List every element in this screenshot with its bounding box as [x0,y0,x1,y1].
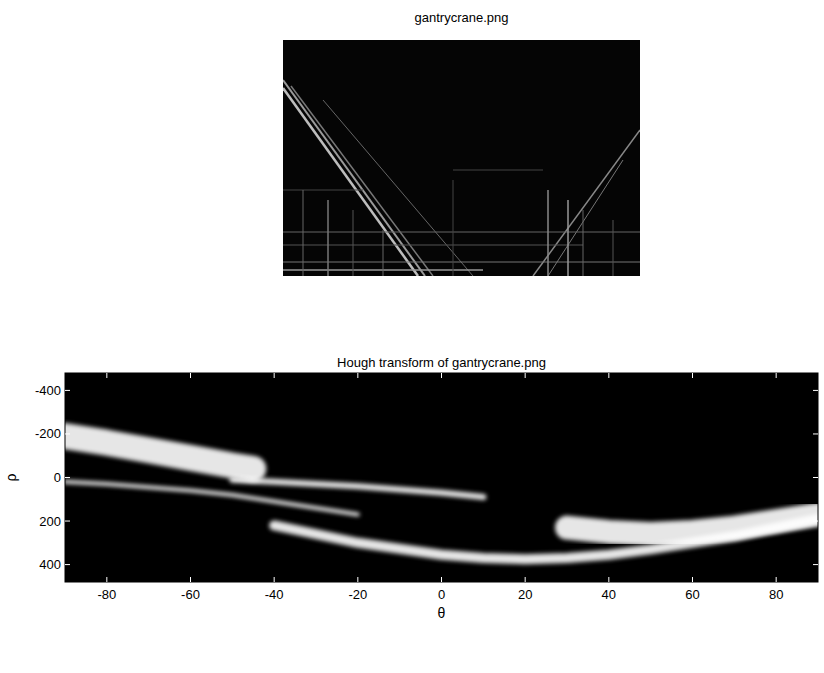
image-edge [453,180,454,276]
image-edge [567,200,569,276]
y-tick [65,521,70,522]
image-edge [453,170,543,171]
x-tick [692,373,693,378]
y-tick [813,390,818,391]
x-tick [274,373,275,378]
image-ground [283,40,640,276]
hough-band [232,480,483,497]
y-tick [65,390,70,391]
plot-title: Hough transform of gantrycrane.png [337,355,546,370]
y-tick [813,477,818,478]
y-axis-title: ρ [3,473,19,481]
x-tick [692,577,693,582]
x-tick [274,577,275,582]
x-tick-label: -60 [181,587,200,602]
y-tick [813,564,818,565]
image-edge [283,190,363,191]
x-tick [525,577,526,582]
x-tick-label: 60 [685,587,699,602]
x-tick [441,373,442,378]
x-tick [357,577,358,582]
x-axis-title: θ [438,605,446,621]
x-tick-label: 0 [438,587,445,602]
x-tick [608,577,609,582]
x-tick-label: -40 [265,587,284,602]
y-tick-label: 200 [39,514,61,529]
image-edge [323,100,473,276]
image-edge [548,160,623,276]
x-tick [608,373,609,378]
image-edge [303,190,304,276]
x-tick [357,373,358,378]
image-title: gantrycrane.png [415,10,509,25]
x-tick [106,373,107,378]
x-tick-label: 20 [518,587,532,602]
x-tick [776,373,777,378]
x-tick-label: 40 [602,587,616,602]
x-tick [190,577,191,582]
image-edge [291,86,433,276]
image-edge [283,80,425,276]
image-edge [327,200,329,276]
x-tick-label: -80 [97,587,116,602]
plot-frame [65,373,818,582]
hough-band [65,436,253,469]
image-edge [533,130,640,276]
image-edge [353,210,354,276]
x-tick [525,373,526,378]
figure: gantrycrane.png-80-60-40-20020406080-400… [0,0,824,673]
y-tick-label: 400 [39,557,61,572]
image-edge [283,88,418,276]
x-tick [106,577,107,582]
y-tick [813,521,818,522]
image-edge [583,210,584,276]
y-tick [813,433,818,434]
image-edge [547,190,549,276]
y-tick-label: -400 [35,383,61,398]
hough-band [567,515,818,535]
image-edge [613,220,614,276]
y-tick-label: -200 [35,426,61,441]
hough-band [65,482,358,515]
image-edge [283,262,640,263]
image-edge [383,230,384,276]
x-tick [441,577,442,582]
x-tick-label: 80 [769,587,783,602]
y-tick-label: 0 [54,470,61,485]
plot-marks [65,436,818,559]
plot-area [65,373,818,582]
y-tick [65,564,70,565]
y-tick [65,477,70,478]
y-tick [65,433,70,434]
image-edge [283,232,640,233]
x-tick-label: -20 [348,587,367,602]
x-tick [190,373,191,378]
x-tick [776,577,777,582]
image [283,40,640,276]
